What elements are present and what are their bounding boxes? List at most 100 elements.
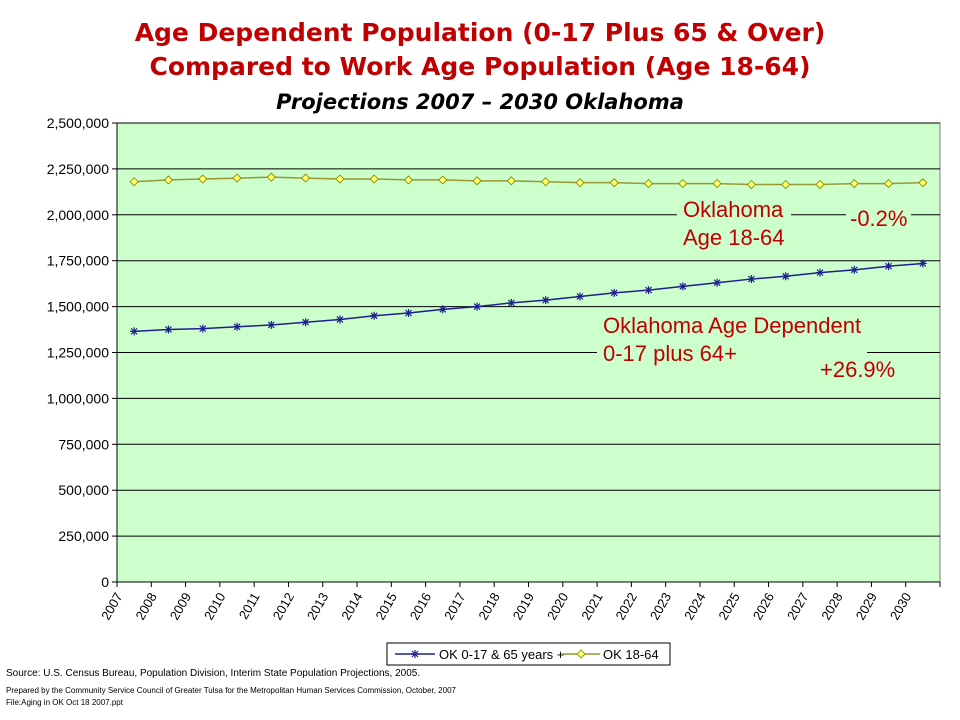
dependent-point [678, 282, 687, 291]
x-tick-label: 2029 [853, 590, 880, 623]
x-tick-label: 2016 [407, 590, 434, 623]
series-line-dependent [134, 262, 923, 333]
work-age-point [781, 179, 791, 190]
dependent-point [713, 278, 722, 287]
x-tick-label: 2008 [132, 590, 159, 623]
work-age-point [506, 176, 516, 186]
dependent-point [233, 322, 242, 331]
dependent-point [404, 309, 413, 318]
y-tick-label: 750,000 [58, 436, 109, 452]
dependent-point [198, 324, 207, 333]
x-tick-label: 2025 [715, 590, 742, 623]
work-age-point [129, 177, 139, 187]
x-tick-label: 2023 [647, 590, 674, 623]
y-tick-label: 1,250,000 [47, 345, 109, 361]
x-tick-label: 2030 [887, 590, 914, 623]
work-age-point [163, 175, 174, 185]
dependent-point [507, 298, 516, 307]
work-age-point [369, 174, 379, 184]
y-tick-label: 1,000,000 [47, 390, 109, 406]
work-age-label-line2: Age 18-64 [683, 225, 785, 250]
legend-label-dependent: OK 0-17 & 65 years + [439, 647, 564, 662]
x-tick-label: 2024 [681, 590, 708, 623]
work-age-point [815, 179, 825, 190]
work-age-point [232, 173, 242, 183]
x-tick-label: 2021 [578, 590, 605, 623]
y-tick-label: 250,000 [58, 528, 109, 544]
x-tick-label: 2028 [818, 590, 845, 623]
x-tick-label: 2010 [201, 590, 228, 623]
dependent-point [267, 320, 276, 329]
work-age-point [643, 179, 654, 189]
y-tick-label: 2,500,000 [47, 115, 109, 131]
work-age-change: -0.2% [846, 205, 912, 233]
x-tick-label: 2026 [750, 590, 777, 623]
x-tick-label: 2007 [98, 590, 125, 623]
x-tick-label: 2018 [475, 590, 502, 623]
work-age-point [609, 178, 619, 188]
work-age-point [575, 178, 585, 188]
x-tick-label: 2022 [613, 590, 640, 623]
dependent-point [815, 268, 824, 277]
x-tick-label: 2020 [544, 590, 571, 623]
x-tick-label: 2013 [304, 590, 331, 623]
dependent-point [850, 265, 859, 274]
dependent-point [130, 327, 139, 336]
x-tick-label: 2019 [510, 590, 537, 623]
work-age-point [746, 179, 756, 190]
x-tick-label: 2014 [338, 590, 365, 623]
work-age-point [883, 179, 894, 189]
dependent-point [335, 315, 344, 324]
dependent-label: Oklahoma Age Dependent 0-17 plus 64+ [597, 312, 868, 368]
dependent-point [781, 272, 790, 281]
dependent-point [884, 262, 893, 271]
y-tick-label: 1,750,000 [47, 253, 109, 269]
work-age-point [438, 175, 448, 185]
x-tick-label: 2011 [236, 590, 263, 622]
x-tick-label: 2012 [270, 590, 297, 623]
work-age-point [266, 172, 276, 182]
dependent-point [473, 302, 482, 311]
work-age-point [335, 174, 345, 184]
work-age-point [849, 179, 859, 189]
x-tick-label: 2027 [784, 590, 811, 623]
dependent-label-line2: 0-17 plus 64+ [603, 341, 737, 366]
dependent-point [301, 318, 310, 327]
x-tick-label: 2009 [167, 590, 194, 623]
work-age-label: Oklahoma Age 18-64 [677, 196, 791, 252]
dependent-point [541, 296, 550, 305]
work-age-point [301, 173, 311, 183]
work-age-point [918, 178, 928, 188]
x-tick-label: 2015 [372, 590, 399, 623]
series-line-work-age [134, 176, 923, 186]
x-tick-label: 2017 [441, 590, 468, 623]
file-note: File:Aging in OK Oct 18 2007.ppt [6, 698, 123, 707]
dependent-point [747, 275, 756, 284]
chart-title-line2: Compared to Work Age Population (Age 18-… [149, 52, 811, 81]
legend-marker-work-age [576, 649, 586, 659]
legend-box [386, 642, 671, 666]
source-note: Source: U.S. Census Bureau, Population D… [6, 668, 421, 679]
dependent-point [644, 286, 653, 295]
y-tick-label: 1,500,000 [47, 299, 109, 315]
prepared-by-note: Prepared by the Community Service Counci… [6, 686, 456, 695]
legend-marker-dependent [411, 650, 419, 658]
legend-label-work-age: OK 18-64 [603, 647, 659, 662]
dependent-point [575, 292, 584, 301]
y-tick-label: 0 [101, 574, 109, 590]
y-tick-label: 2,000,000 [47, 207, 109, 223]
dependent-point [370, 311, 379, 320]
work-age-label-line1: Oklahoma [683, 197, 784, 222]
work-age-point [712, 179, 722, 189]
dependent-point [438, 305, 447, 314]
work-age-point [403, 175, 414, 185]
dependent-change: +26.9% [816, 356, 900, 384]
chart-subtitle: Projections 2007 – 2030 Oklahoma [276, 90, 684, 114]
dependent-point [918, 259, 927, 268]
y-tick-label: 2,250,000 [47, 161, 109, 177]
work-age-point [678, 179, 688, 189]
chart-title-line1: Age Dependent Population (0-17 Plus 65 &… [134, 18, 826, 47]
dependent-point [610, 288, 619, 297]
y-tick-label: 500,000 [58, 482, 109, 498]
dependent-label-line1: Oklahoma Age Dependent [603, 313, 862, 338]
